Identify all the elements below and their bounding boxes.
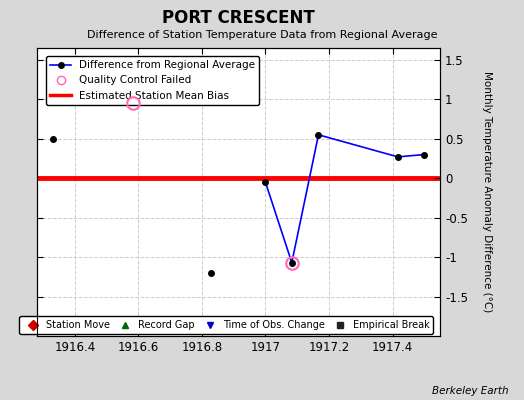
Title: PORT CRESCENT: PORT CRESCENT: [162, 9, 315, 27]
Legend: Station Move, Record Gap, Time of Obs. Change, Empirical Break: Station Move, Record Gap, Time of Obs. C…: [19, 316, 433, 334]
Text: Berkeley Earth: Berkeley Earth: [432, 386, 508, 396]
Y-axis label: Monthly Temperature Anomaly Difference (°C): Monthly Temperature Anomaly Difference (…: [482, 71, 492, 313]
Text: Difference of Station Temperature Data from Regional Average: Difference of Station Temperature Data f…: [87, 30, 437, 40]
